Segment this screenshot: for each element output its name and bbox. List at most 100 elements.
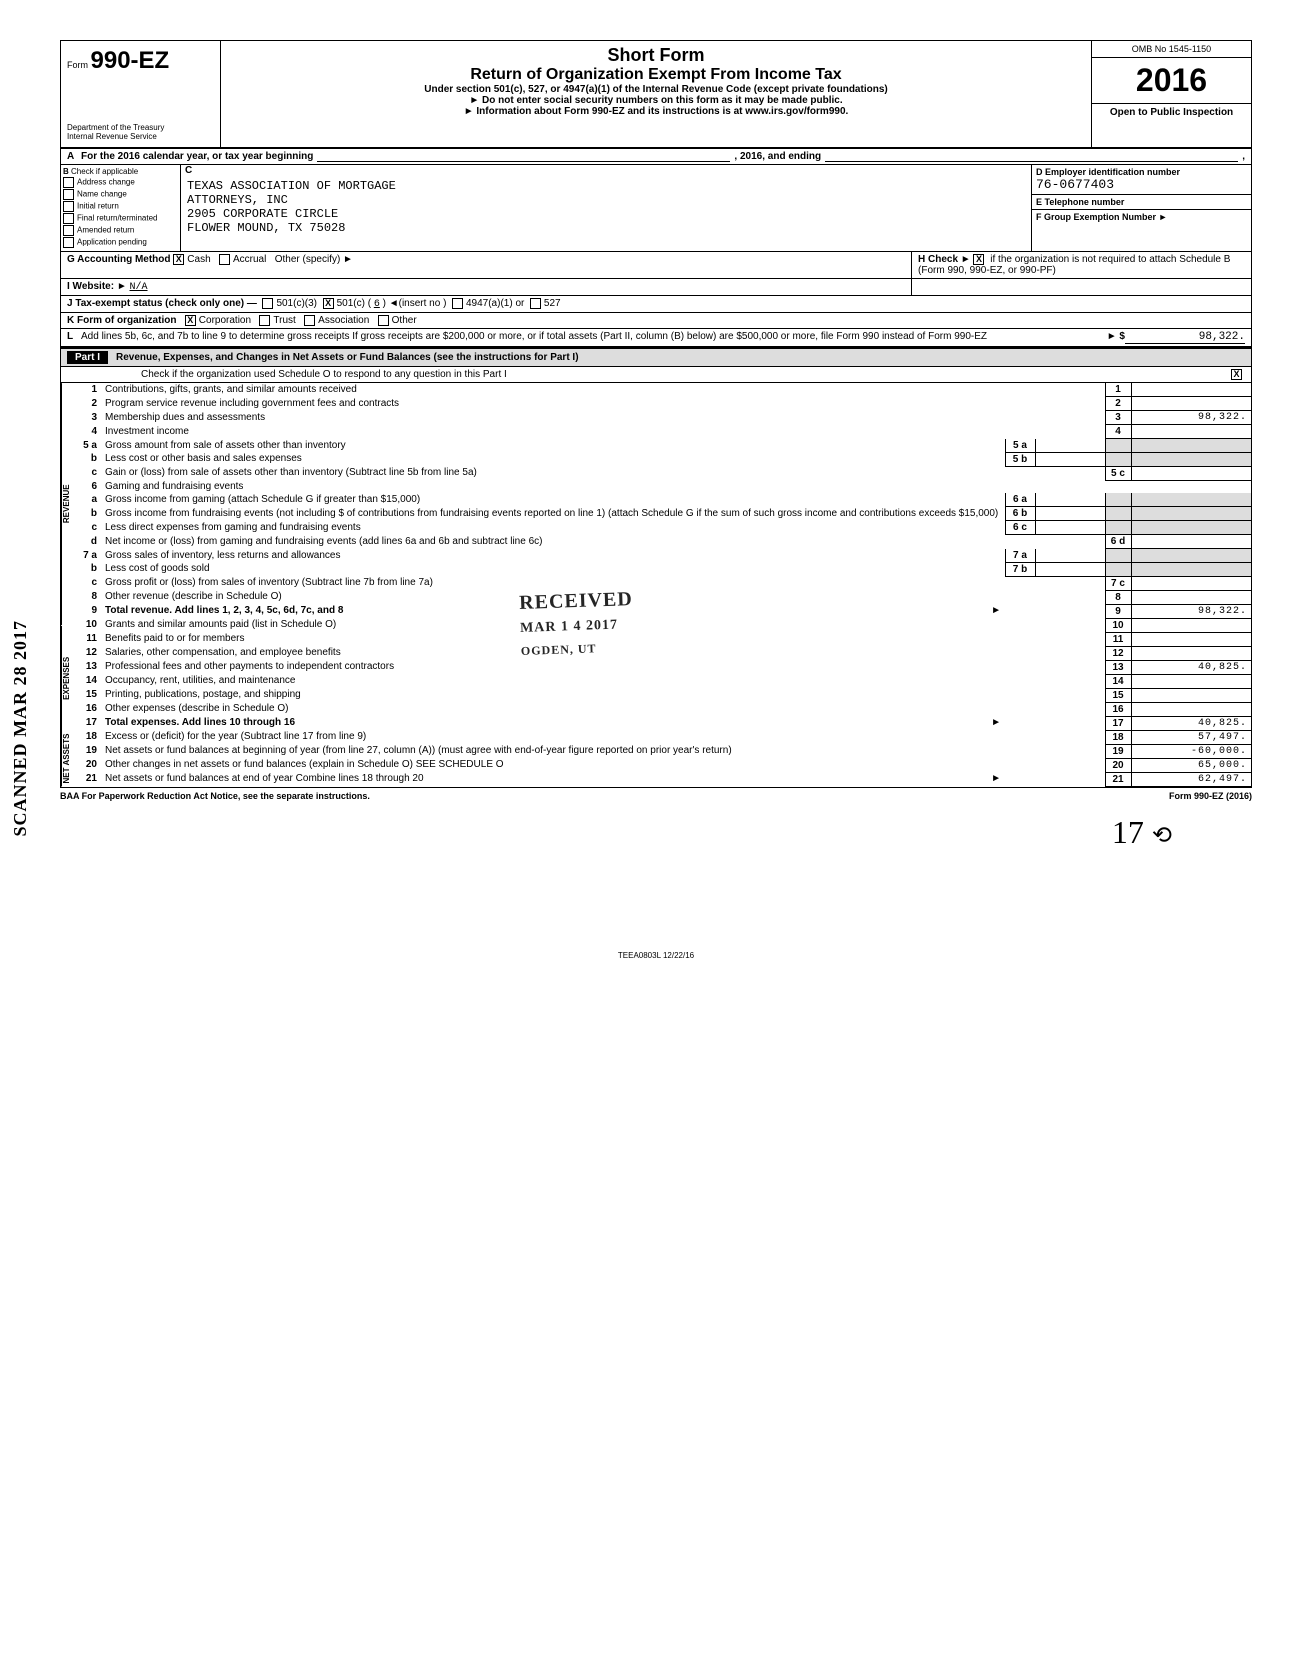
line-amt[interactable]: 40,825. [1131, 716, 1251, 730]
b-column: B Check if applicable Address change Nam… [61, 165, 181, 251]
j-501c3[interactable] [262, 298, 273, 309]
line-amt-shade [1131, 521, 1251, 535]
line-row: bLess cost of goods sold7 b [75, 562, 1251, 576]
website: N/A [130, 282, 148, 293]
j-4947[interactable] [452, 298, 463, 309]
sub-amt[interactable] [1035, 439, 1105, 453]
a-end-field[interactable] [825, 151, 1238, 162]
line-amt[interactable]: 57,497. [1131, 730, 1251, 744]
line-number: 6 [75, 480, 101, 493]
line-box: 2 [1105, 397, 1131, 411]
k-other[interactable] [378, 315, 389, 326]
line-row: 8Other revenue (describe in Schedule O)8 [75, 590, 1251, 604]
line-amt[interactable] [1131, 425, 1251, 439]
k-row: K Form of organization XCorporation Trus… [61, 313, 1251, 329]
part1-label: Part I [67, 351, 108, 364]
part1-check-row: Check if the organization used Schedule … [61, 367, 1251, 383]
line-amt[interactable] [1131, 466, 1251, 480]
b-opt-2[interactable]: Initial return [63, 201, 178, 212]
line-number: 8 [75, 590, 101, 604]
line-number: 20 [75, 758, 101, 772]
line-number: 18 [75, 730, 101, 744]
side-assets: NET ASSETS [61, 730, 75, 786]
dept: Department of the Treasury Internal Reve… [67, 123, 214, 141]
line-amt[interactable]: 40,825. [1131, 660, 1251, 674]
b-opt-1[interactable]: Name change [63, 189, 178, 200]
line-row: aGross income from gaming (attach Schedu… [75, 493, 1251, 507]
line-amt[interactable]: 98,322. [1131, 604, 1251, 618]
line-number: c [75, 576, 101, 590]
line-box: 17 [1105, 716, 1131, 730]
line-amt[interactable] [1131, 535, 1251, 549]
line-desc: Gross profit or (loss) from sales of inv… [101, 576, 1005, 590]
line-row: 13Professional fees and other payments t… [75, 660, 1251, 674]
line-amt-shade [1131, 507, 1251, 521]
sub-box: 5 a [1005, 439, 1035, 453]
line-amt[interactable] [1131, 383, 1251, 397]
baa-left: BAA For Paperwork Reduction Act Notice, … [60, 791, 370, 801]
line-number: 13 [75, 660, 101, 674]
line-amt[interactable] [1131, 632, 1251, 646]
i-row: I Website: ► N/A [61, 279, 1251, 296]
sub-amt[interactable] [1035, 549, 1105, 563]
a-begin-field[interactable] [317, 151, 730, 162]
line-desc: Investment income [101, 425, 1005, 439]
year-box: OMB No 1545-1150 2016 Open to Public Ins… [1091, 41, 1251, 147]
info-note: ► Information about Form 990-EZ and its … [227, 106, 1085, 117]
line-number: 10 [75, 618, 101, 632]
line-amt[interactable]: 62,497. [1131, 772, 1251, 786]
line-row: 21Net assets or fund balances at end of … [75, 772, 1251, 786]
j-527[interactable] [530, 298, 541, 309]
line-amt[interactable] [1131, 576, 1251, 590]
line-number: 5 a [75, 439, 101, 453]
b-opt-0[interactable]: Address change [63, 177, 178, 188]
j-row: J Tax-exempt status (check only one) — 5… [61, 296, 1251, 313]
stamp-loc: OGDEN, UT [521, 641, 597, 658]
line-amt[interactable] [1131, 618, 1251, 632]
line-number: c [75, 466, 101, 480]
b-opt-3[interactable]: Final return/terminated [63, 213, 178, 224]
line-amt[interactable] [1131, 397, 1251, 411]
line-amt[interactable] [1131, 674, 1251, 688]
line-box: 11 [1105, 632, 1131, 646]
line-box: 12 [1105, 646, 1131, 660]
h-check[interactable]: X [973, 254, 984, 265]
d-label: D Employer identification number [1036, 167, 1247, 177]
line-row: cGross profit or (loss) from sales of in… [75, 576, 1251, 590]
bcdef-block: B Check if applicable Address change Nam… [61, 165, 1251, 252]
sub-box: 6 c [1005, 521, 1035, 535]
c-address-box: C TEXAS ASSOCIATION OF MORTGAGE ATTORNEY… [181, 165, 1031, 251]
sub-amt[interactable] [1035, 452, 1105, 466]
line-amt[interactable] [1131, 702, 1251, 716]
line-desc: Gross sales of inventory, less returns a… [101, 549, 1005, 563]
line-row: cGain or (loss) from sale of assets othe… [75, 466, 1251, 480]
part1-check[interactable]: X [1231, 369, 1242, 380]
line-amt[interactable]: 65,000. [1131, 758, 1251, 772]
k-corp[interactable]: X [185, 315, 196, 326]
b-opt-4[interactable]: Amended return [63, 225, 178, 236]
cash-check[interactable]: X [173, 254, 184, 265]
sub-amt[interactable] [1035, 493, 1105, 507]
line-number: 12 [75, 646, 101, 660]
b-opt-5[interactable]: Application pending [63, 237, 178, 248]
k-trust[interactable] [259, 315, 270, 326]
line-amt[interactable]: 98,322. [1131, 411, 1251, 425]
line-box: 8 [1105, 590, 1131, 604]
line-desc: Total expenses. Add lines 10 through 16 … [101, 716, 1005, 730]
line-amt[interactable] [1131, 590, 1251, 604]
part1-header: Part I Revenue, Expenses, and Changes in… [61, 348, 1251, 367]
line-amt[interactable] [1131, 646, 1251, 660]
line-box-shade [1105, 493, 1131, 507]
sub-amt[interactable] [1035, 507, 1105, 521]
title-box: Short Form Return of Organization Exempt… [221, 41, 1091, 147]
accrual-check[interactable] [219, 254, 230, 265]
k-assoc[interactable] [304, 315, 315, 326]
l-label: L [67, 331, 81, 344]
title1: Short Form [227, 45, 1085, 66]
a-mid: , 2016, and ending [734, 151, 821, 162]
line-amt[interactable] [1131, 688, 1251, 702]
j-501c[interactable]: X [323, 298, 334, 309]
line-amt[interactable]: -60,000. [1131, 744, 1251, 758]
sub-amt[interactable] [1035, 562, 1105, 576]
sub-amt[interactable] [1035, 521, 1105, 535]
